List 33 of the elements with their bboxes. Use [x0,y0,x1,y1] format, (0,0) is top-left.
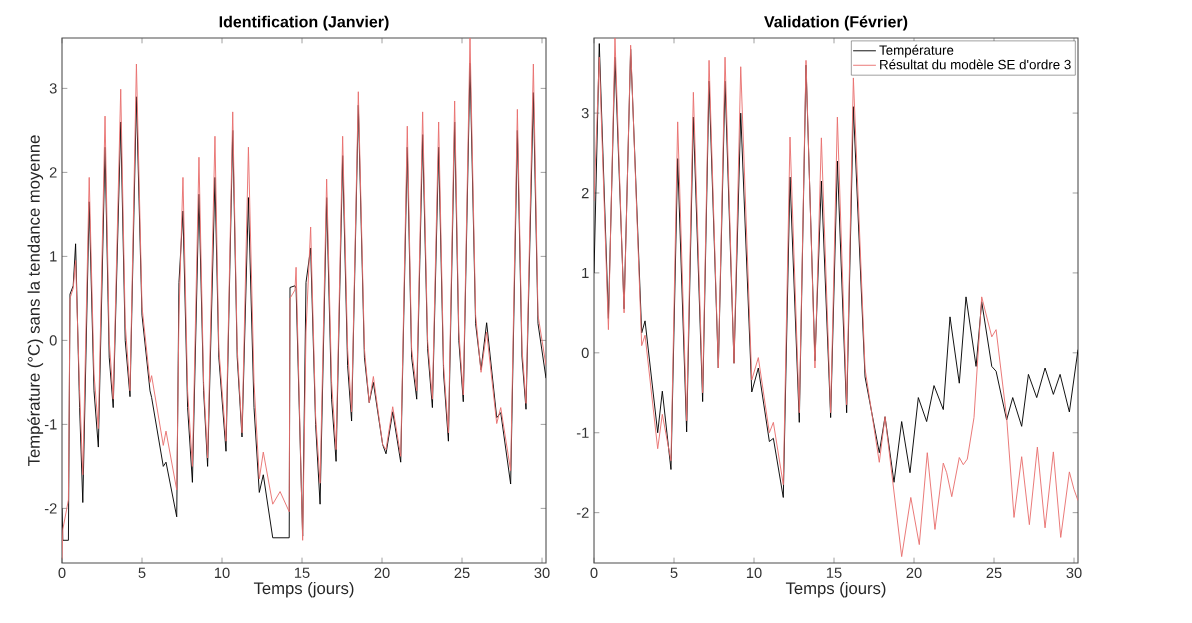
y-tick-label: -1 [576,427,589,438]
x-tick-label: 10 [214,567,230,579]
x-tick-label: 20 [374,567,390,579]
y-tick-label: 1 [50,251,57,262]
y-tick-label: 3 [49,83,57,94]
x-axis-title: Temps (jours) [785,581,886,598]
y-tick-label: 1 [582,267,589,278]
x-tick-label: 0 [590,567,598,579]
y-tick-label: -1 [44,419,57,430]
x-axis-title: Temps (jours) [253,581,354,598]
x-tick-label: 5 [670,567,678,578]
y-tick-label: -2 [44,503,57,514]
legend-label: Résultat du modèle SE d'ordre 3 [880,59,1071,70]
x-tick-label: 15 [294,567,310,578]
x-tick-label: 25 [454,567,470,579]
x-tick-label: 30 [1066,567,1082,579]
chart-title: Identification (Janvier) [219,15,389,31]
x-tick-label: 0 [58,567,66,579]
x-tick-label: 10 [746,567,762,579]
y-tick-label: 2 [581,187,589,199]
chart-title: Validation (Février) [764,15,908,31]
x-tick-label: 25 [986,567,1002,579]
y-tick-label: 2 [49,167,57,178]
y-axis-title: Température (°C) sans la tendance moyenne [27,135,44,467]
x-tick-label: 20 [906,567,922,579]
x-tick-label: 5 [138,567,146,578]
legend-label: Température [879,44,954,58]
x-tick-label: 30 [534,567,550,579]
y-tick-label: 0 [49,335,57,346]
y-tick-label: 3 [581,107,589,119]
y-tick-label: 0 [581,347,589,359]
x-tick-label: 15 [826,567,842,578]
y-tick-label: -2 [576,507,589,518]
